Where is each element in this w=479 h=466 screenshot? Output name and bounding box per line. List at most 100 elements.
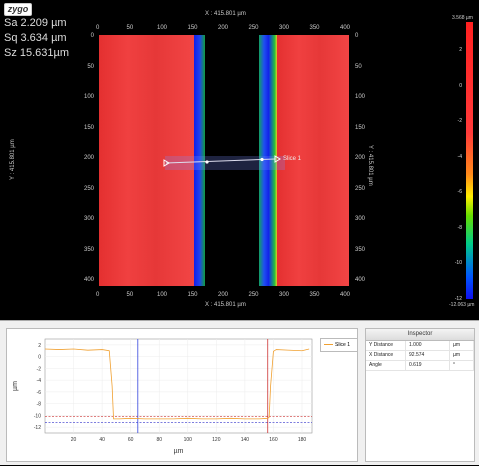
map-x-tick-bottom: 200	[218, 292, 229, 298]
map-y-tick-right: 350	[355, 246, 366, 253]
map-y-tick-right: 400	[355, 277, 366, 283]
map-y-tick-right: 100	[355, 94, 366, 100]
profile-chart-frame: 2 0 -2 -4 -6 -8 -10 -12 20 40 60 80 100 120 140 160 180 µ…	[6, 328, 358, 462]
legend-swatch	[324, 344, 333, 346]
map-y-tick-left: 250	[83, 185, 94, 192]
transition-edge	[269, 35, 277, 286]
map-x-tick-top: 150	[187, 25, 198, 31]
y-axis-label: µm	[12, 381, 19, 391]
y-tick-label: -8	[37, 402, 42, 408]
map-y-tick-right: 200	[355, 155, 366, 161]
map-y-tick-left: 100	[83, 94, 94, 100]
surface-map-panel: zygo Sa 2.209 µm Sq 3.634 µm Sz 15.631µm…	[4, 3, 475, 308]
map-y-tick-right: 150	[355, 124, 366, 131]
profile-series-line	[44, 348, 310, 420]
inspector-row: X Distance 92.574 µm	[366, 351, 474, 361]
x-extent-top: X : 415.801 µm	[205, 11, 246, 17]
x-tick-label: 180	[298, 437, 307, 443]
map-x-tick-top: 350	[309, 25, 320, 31]
inspector-label: Y Distance	[366, 341, 406, 350]
sz-stat: Sz 15.631µm	[4, 47, 70, 59]
x-tick-label: 40	[99, 437, 105, 443]
colorbar	[466, 22, 473, 299]
slice-line	[165, 158, 276, 164]
map-y-tick-right: 250	[355, 185, 366, 192]
inspector-value: 1.000	[406, 341, 450, 350]
y-tick-label: 2	[38, 343, 41, 349]
map-y-tick-left: 300	[83, 216, 94, 222]
x-tick-label: 80	[156, 437, 162, 443]
colorbar-max-label: 3.568 µm	[452, 15, 473, 21]
colorbar-tick: -2	[457, 118, 462, 124]
blue-edge-left	[194, 35, 205, 286]
map-x-tick-top: 50	[126, 25, 134, 31]
blue-edge-right	[259, 35, 269, 286]
map-y-tick-left: 200	[83, 155, 94, 161]
sa-stat: Sa 2.209 µm	[4, 17, 67, 29]
inspector-title: Inspector	[366, 329, 474, 341]
colorbar-tick: 2	[459, 47, 462, 53]
map-y-tick-left: 400	[83, 277, 94, 283]
inspector-row: Y Distance 1.000 µm	[366, 341, 474, 351]
y-tick-label: -12	[34, 425, 41, 431]
y-extent-left: Y : 415.801 µm	[10, 139, 16, 180]
inspector-label: Angle	[366, 361, 406, 370]
colorbar-tick: -10	[454, 260, 462, 266]
x-axis-label: µm	[174, 448, 184, 455]
slice-end-handle[interactable]	[274, 155, 281, 163]
inspector-unit: µm	[450, 341, 474, 350]
inspector-row: Angle 0.619 °	[366, 361, 474, 371]
colorbar-tick: 0	[459, 82, 462, 89]
profile-legend: Slice 1	[320, 338, 358, 352]
zygo-logo: zygo	[4, 3, 32, 16]
map-y-tick-left: 150	[83, 124, 94, 131]
colorbar-tick: -8	[457, 224, 462, 231]
slice-label: Slice 1	[283, 156, 302, 162]
map-x-tick-bottom: 0	[96, 292, 100, 298]
y-tick-label: -2	[37, 366, 42, 372]
colorbar-tick: -12	[454, 295, 462, 302]
y-extent-right: Y : 415.801 µm	[367, 145, 373, 186]
inspector-value: 92.574	[406, 351, 450, 360]
inspector-unit: °	[450, 361, 474, 370]
x-tick-label: 20	[71, 437, 77, 443]
sq-stat: Sq 3.634 µm	[4, 32, 67, 44]
y-tick-label: 0	[38, 355, 41, 361]
x-tick-label: 140	[241, 437, 250, 443]
slice-start-handle[interactable]	[163, 159, 170, 167]
y-tick-label: -6	[37, 390, 42, 396]
map-x-tick-bottom: 250	[248, 292, 259, 298]
map-x-tick-bottom: 400	[340, 292, 351, 298]
profile-panel: 2 0 -2 -4 -6 -8 -10 -12 20 40 60 80 100 120 140 160 180 µ…	[0, 320, 479, 465]
height-map[interactable]	[99, 35, 349, 286]
map-x-tick-top: 300	[279, 25, 290, 31]
map-y-tick-left: 0	[90, 33, 94, 39]
inspector-label: X Distance	[366, 351, 406, 360]
map-y-tick-right: 50	[355, 63, 362, 70]
map-x-tick-top: 0	[96, 25, 100, 31]
x-extent-bottom: X : 415.801 µm	[205, 302, 246, 308]
legend-label: Slice 1	[335, 342, 351, 348]
map-y-tick-left: 350	[83, 246, 94, 253]
map-x-tick-bottom: 150	[187, 292, 198, 298]
map-y-tick-right: 300	[355, 216, 366, 222]
slice-point-handle[interactable]	[260, 157, 264, 162]
map-y-tick-right: 0	[355, 33, 359, 39]
x-tick-label: 120	[212, 437, 221, 443]
inspector-panel: Inspector Y Distance 1.000 µm X Distance 92.…	[365, 328, 475, 462]
slice-line-overlay[interactable]	[99, 35, 349, 286]
y-tick-label: -4	[37, 378, 42, 384]
slice-midpoint-handle[interactable]	[205, 160, 209, 164]
y-tick-label: -10	[34, 413, 41, 419]
map-x-tick-bottom: 100	[157, 292, 168, 298]
colorbar-tick: -6	[457, 189, 462, 195]
map-x-tick-top: 400	[340, 25, 351, 31]
map-y-tick-left: 50	[87, 63, 94, 70]
map-x-tick-top: 200	[218, 25, 229, 31]
inspector-value: 0.619	[406, 361, 450, 370]
x-tick-label: 60	[128, 437, 134, 443]
map-x-tick-top: 100	[157, 25, 168, 31]
red-region-left	[99, 35, 194, 286]
x-tick-label: 160	[269, 437, 278, 443]
